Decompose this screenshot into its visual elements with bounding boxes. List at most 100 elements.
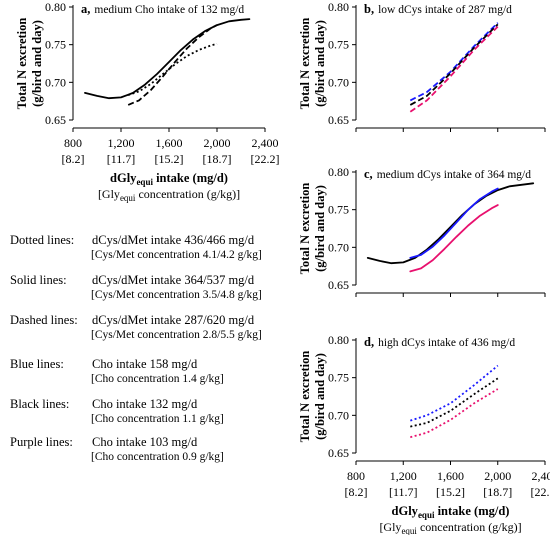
legend-row-text: Cho intake 158 mg/d: [92, 357, 198, 371]
legend-row-sub: [Cys/Met concentration 2.8/5.5 g/kg]: [91, 329, 262, 341]
legend-row-dotted: Dotted lines: dCys/dMet intake 436/466 mg…: [10, 233, 262, 263]
legend-row-text: dCys/dMet intake 364/537 mg/d: [92, 273, 255, 287]
panel-letter: b,: [364, 2, 374, 16]
legend-row-text: Cho intake 132 mg/d: [92, 397, 198, 411]
legend-row-black: Black lines: Cho intake 132 mg/d [Cho con…: [10, 397, 224, 427]
y-tick-label: 0.80: [328, 0, 349, 14]
panel-letter: a,: [81, 2, 90, 16]
x-tick-label: 2,000: [484, 469, 511, 483]
series-line-dashed: [409, 23, 499, 106]
series-line-dashed: [409, 25, 499, 113]
y-tick-label: 0.70: [45, 75, 66, 89]
x-axis-label-concentration: [Glyequi concentration (g/kg)]: [379, 520, 521, 535]
y-axis-label-line: Total N excretion: [298, 183, 312, 275]
legend-row-text: Cho intake 103 mg/d: [92, 435, 198, 449]
x-axis-label2-post: concentration (g/kg)]: [135, 187, 240, 201]
y-axis-label-line: (g/bird and day): [313, 20, 327, 107]
y-axis-label: Total N excretion(g/bird and day): [15, 18, 44, 110]
x-tick-label: 1,200: [108, 136, 135, 150]
legend-row-name: Dashed lines:: [10, 313, 78, 327]
x-tick-label-concentration: [15.2]: [436, 485, 465, 499]
panel-letter: c,: [364, 167, 373, 181]
x-tick-label-concentration: [22.2]: [531, 485, 550, 499]
y-tick-label: 0.75: [45, 38, 66, 52]
y-axis-label-line: Total N excretion: [298, 351, 312, 443]
series-line-dotted: [410, 388, 499, 439]
legend-row-dashed: Dashed lines: dCys/dMet intake 287/620 mg…: [10, 313, 262, 343]
panel-title: b, low dCys intake of 287 mg/d: [364, 2, 512, 16]
panel-title: a, medium Cho intake of 132 mg/d: [81, 2, 244, 16]
y-tick-label: 0.80: [45, 0, 66, 14]
legend-row-text: dCys/dMet intake 436/466 mg/d: [92, 233, 255, 247]
series-line-solid: [409, 187, 499, 259]
x-tick-label-concentration: [18.7]: [483, 485, 512, 499]
panel-title-text: low dCys intake of 287 mg/d: [378, 4, 512, 16]
x-axis-label-concentration: [Glyequi concentration (g/kg)]: [98, 187, 240, 203]
x-tick-label: 1,600: [437, 469, 464, 483]
x-tick-label: 800: [347, 469, 365, 483]
x-axis-label-main: dGly: [392, 504, 419, 518]
y-axis-label: Total N excretion(g/bird and day): [298, 351, 327, 443]
y-tick-label: 0.65: [328, 278, 349, 292]
y-tick-label: 0.65: [328, 113, 349, 127]
x-tick-label-concentration: [15.2]: [155, 152, 184, 166]
x-tick-label: 2,400: [252, 136, 279, 150]
x-tick-label-concentration: [18.7]: [203, 152, 232, 166]
panel-a: 0.65 0.70 0.75 0.80 800 [8.2] 1,200 [11.7] 1,600…: [15, 0, 280, 203]
y-axis-label-line: (g/bird and day): [30, 20, 44, 107]
series-line-dashed: [409, 22, 499, 102]
panel-title-text: medium dCys intake of 364 mg/d: [377, 169, 532, 181]
x-tick-label-concentration: [8.2]: [345, 485, 368, 499]
panel-title: c, medium dCys intake of 364 mg/d: [364, 167, 531, 181]
legend-row-purple: Purple lines: Cho intake 103 mg/d [Cho co…: [10, 435, 224, 465]
series-line-dotted: [410, 377, 499, 428]
series-line-dashed: [127, 24, 218, 106]
series-line-solid: [84, 18, 251, 100]
y-tick-label: 0.75: [328, 203, 349, 217]
x-axis-label-sub: equi: [136, 177, 153, 187]
series-line-solid: [366, 182, 535, 265]
panel-d: 0.65 0.70 0.75 0.80 800 [8.2] 1,200 [11.7] 1,600…: [298, 333, 550, 535]
x-axis-label-rest: intake (mg/d): [153, 171, 228, 185]
x-axis-label-main: dGly: [110, 171, 137, 185]
x-tick-label: 1,200: [390, 469, 417, 483]
legend-row-sub: [Cho concentration 1.1 g/kg]: [91, 413, 224, 425]
x-tick-label-concentration: [11.7]: [389, 485, 418, 499]
y-axis-label: Total N excretion(g/bird and day): [298, 18, 327, 110]
panel-letter: d,: [364, 335, 374, 349]
legend-row-name: Solid lines:: [10, 273, 67, 287]
panel-title: d, high dCys intake of 436 mg/d: [364, 335, 515, 349]
series-line-dotted: [410, 364, 499, 422]
y-tick-label: 0.80: [328, 165, 349, 179]
y-axis-label-line: Total N excretion: [15, 18, 29, 110]
legend-row-sub: [Cho concentration 1.4 g/kg]: [91, 373, 224, 385]
x-axis-label2-post: concentration (g/kg)]: [417, 520, 522, 534]
y-tick-label: 0.70: [328, 75, 349, 89]
panel-title-text: high dCys intake of 436 mg/d: [378, 337, 515, 349]
legend-row-blue: Blue lines: Cho intake 158 mg/d [Cho conc…: [10, 357, 224, 387]
y-tick-label: 0.80: [328, 333, 349, 347]
x-axis-label-rest: intake (mg/d): [434, 504, 509, 518]
legend-row-name: Purple lines:: [10, 435, 73, 449]
x-tick-label-concentration: [11.7]: [107, 152, 136, 166]
legend-row-text: dCys/dMet intake 287/620 mg/d: [92, 313, 255, 327]
x-axis-label2-sub: equi: [401, 526, 417, 535]
legend-row-solid: Solid lines: dCys/dMet intake 364/537 mg/…: [10, 273, 262, 303]
y-axis-label-line: (g/bird and day): [313, 353, 327, 440]
x-axis-label2-pre: [Gly: [98, 187, 120, 201]
legend-row-name: Blue lines:: [10, 357, 64, 371]
x-axis-label2-pre: [Gly: [379, 520, 401, 534]
x-tick-label: 2,000: [204, 136, 231, 150]
legend-row-sub: [Cys/Met concentration 3.5/4.8 g/kg]: [91, 289, 262, 301]
series-line-solid: [409, 204, 499, 273]
x-tick-label: 800: [64, 136, 82, 150]
x-axis-label-sub: equi: [418, 510, 435, 520]
x-axis-label: dGlyequi intake (mg/d): [110, 171, 228, 187]
y-tick-label: 0.65: [328, 446, 349, 460]
y-tick-label: 0.75: [328, 371, 349, 385]
y-axis-label: Total N excretion(g/bird and day): [298, 183, 327, 275]
y-tick-label: 0.75: [328, 38, 349, 52]
x-tick-label-concentration: [8.2]: [62, 152, 85, 166]
